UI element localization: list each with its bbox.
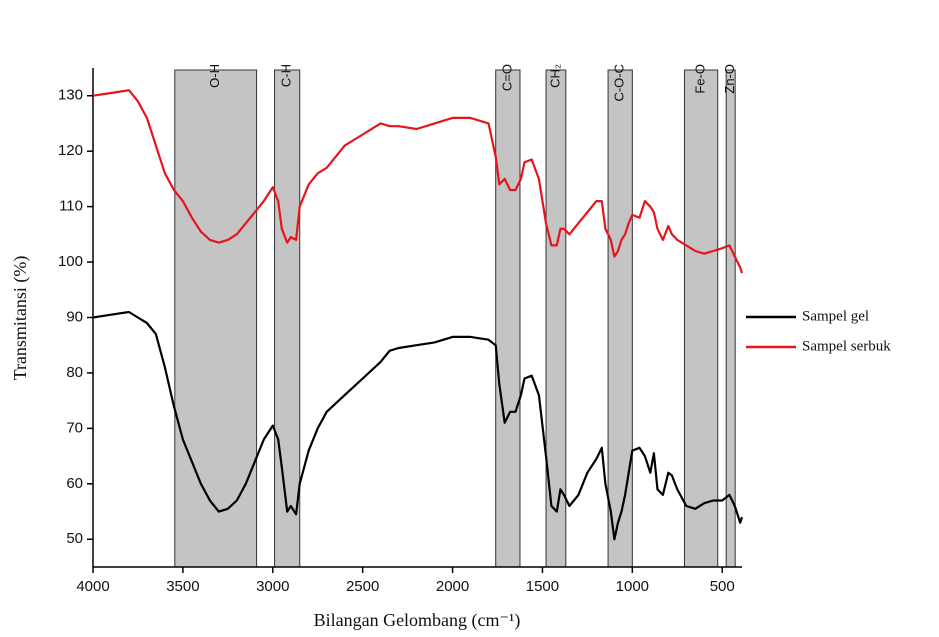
series-line bbox=[92, 310, 744, 541]
y-tick-label: 70 bbox=[66, 419, 83, 436]
legend-label: Sampel serbuk bbox=[802, 338, 891, 354]
band-label: C-H bbox=[279, 64, 294, 87]
y-tick-label: 50 bbox=[66, 530, 83, 547]
x-tick-label: 1000 bbox=[616, 578, 649, 595]
y-tick-label: 110 bbox=[59, 198, 83, 215]
y-tick-label: 100 bbox=[58, 253, 83, 270]
x-axis-label: Bilangan Gelombang (cm⁻¹) bbox=[314, 610, 521, 631]
band-label: C=O bbox=[499, 64, 514, 91]
y-tick-label: 60 bbox=[66, 475, 83, 492]
band bbox=[725, 69, 736, 568]
y-axis-label: Transmitansi (%) bbox=[10, 256, 31, 381]
x-tick-label: 3000 bbox=[256, 578, 289, 595]
y-tick-label: 130 bbox=[58, 87, 83, 104]
legend-label: Sampel gel bbox=[802, 308, 869, 324]
x-tick-label: 1500 bbox=[526, 578, 559, 595]
x-tick-label: 4000 bbox=[76, 578, 109, 595]
band-label: Zn-O bbox=[722, 64, 737, 94]
band bbox=[495, 69, 521, 568]
band-label: O-H bbox=[207, 64, 222, 88]
x-tick-label: 500 bbox=[710, 578, 735, 595]
band bbox=[274, 69, 301, 568]
band bbox=[174, 69, 258, 568]
band-label: Fe-O bbox=[693, 64, 708, 94]
x-tick-label: 3500 bbox=[166, 578, 199, 595]
x-tick-label: 2500 bbox=[346, 578, 379, 595]
series-line bbox=[92, 89, 744, 274]
band-label: C-O-C bbox=[612, 64, 627, 102]
band bbox=[607, 69, 633, 568]
band bbox=[683, 69, 719, 568]
band-label: CH₂ bbox=[547, 64, 562, 88]
x-tick-label: 2000 bbox=[436, 578, 469, 595]
y-tick-label: 120 bbox=[58, 142, 83, 159]
y-tick-label: 90 bbox=[66, 308, 83, 325]
y-tick-label: 80 bbox=[66, 364, 83, 381]
